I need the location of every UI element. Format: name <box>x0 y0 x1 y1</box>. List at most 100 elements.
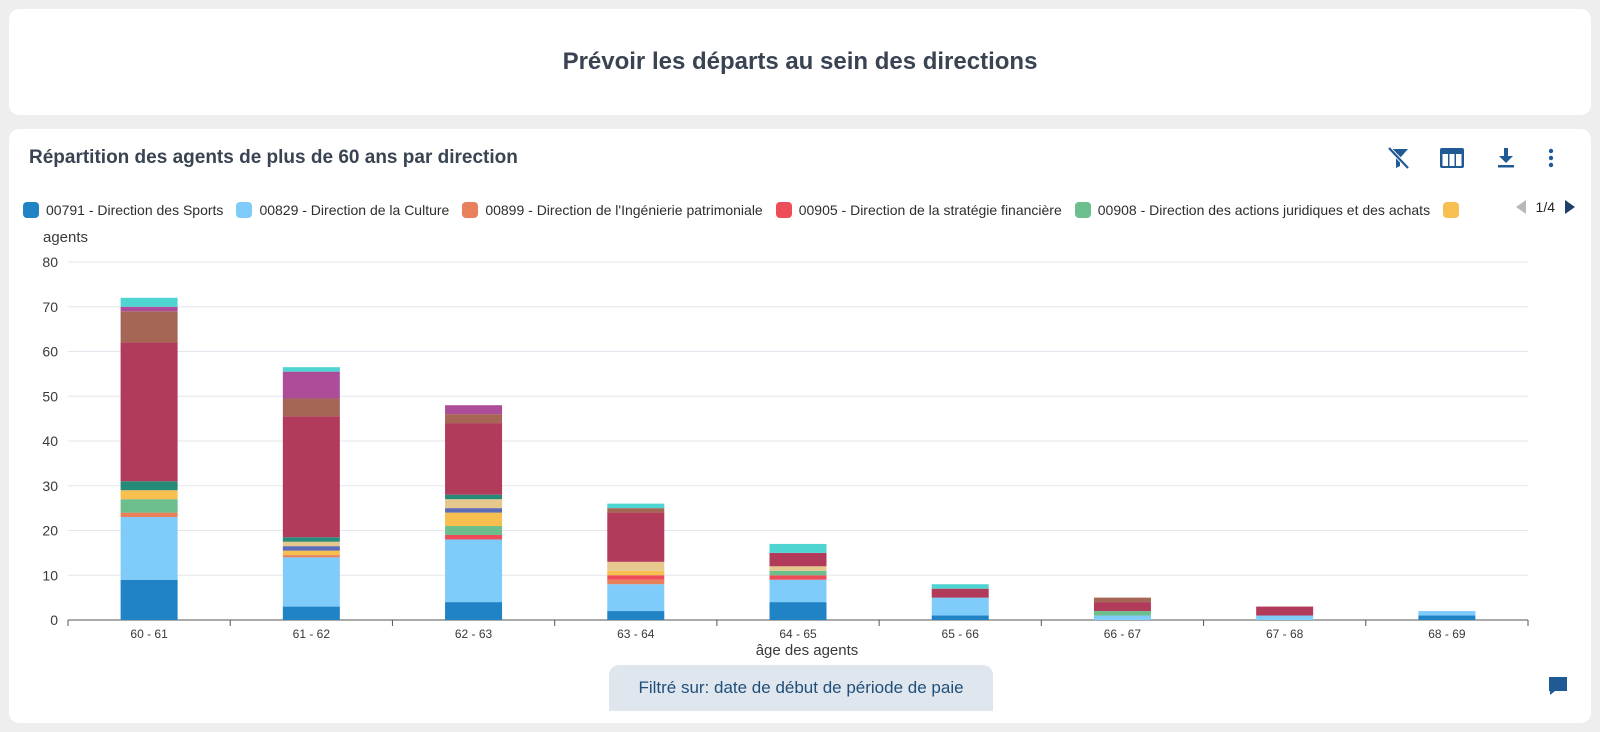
x-tick-label: 63 - 64 <box>617 627 655 641</box>
bar-segment <box>769 570 827 576</box>
page-title: Prévoir les départs au sein des directio… <box>562 48 1038 75</box>
legend-pagination: 1/4 <box>1514 198 1577 216</box>
bar-segment <box>607 561 665 571</box>
legend-next-button[interactable] <box>1563 198 1577 216</box>
bar-segment <box>607 575 665 580</box>
bar-segment <box>1093 602 1151 612</box>
more-options-icon <box>1548 148 1554 168</box>
more-options-button[interactable] <box>1533 143 1569 173</box>
bar-segment <box>282 416 340 538</box>
chart-title: Répartition des agents de plus de 60 ans… <box>29 147 518 168</box>
bar-segment <box>120 297 178 307</box>
legend-prev-button[interactable] <box>1514 198 1528 216</box>
bar-segment <box>607 584 665 612</box>
bar-chart: 0 10 20 30 40 50 60 70 80 agents 60 - 61 61 - 62 62 … <box>42 229 1529 659</box>
legend-label: 00829 - Direction de la Culture <box>259 202 450 218</box>
bar-segment <box>120 499 178 513</box>
bar-segment <box>607 508 665 513</box>
x-tick-label: 60 - 61 <box>130 627 168 641</box>
bar-segment <box>445 494 503 500</box>
bar-segment <box>607 611 665 620</box>
bar-segment <box>445 602 503 620</box>
legend-label: 00908 - Direction des actions juridiques… <box>1097 202 1431 218</box>
legend-swatch <box>1443 202 1460 218</box>
table-view-icon <box>1440 148 1464 168</box>
bar-segment <box>445 414 503 424</box>
bar-segment <box>1256 606 1314 616</box>
x-tick-label: 61 - 62 <box>293 627 331 641</box>
bar-segment <box>120 311 178 343</box>
legend-item[interactable]: 00908 - Direction des actions juridiques… <box>1074 200 1431 220</box>
bar-segment <box>120 512 178 518</box>
filter-badge[interactable]: Filtré sur: date de début de période de … <box>609 665 993 711</box>
legend-item[interactable]: 00829 - Direction de la Culture <box>236 200 449 220</box>
bar-segment <box>445 423 503 495</box>
bar-segment <box>282 557 340 607</box>
download-button[interactable] <box>1479 143 1533 173</box>
bar-segment <box>769 566 827 571</box>
x-tick-label: 67 - 68 <box>1266 627 1304 641</box>
clear-filter-icon <box>1387 146 1410 170</box>
x-tick-label: 62 - 63 <box>455 627 493 641</box>
page-header: Prévoir les départs au sein des directio… <box>9 9 1591 115</box>
legend-item[interactable]: 00905 - Direction de la stratégie financ… <box>775 200 1062 220</box>
bar-segment <box>120 490 178 500</box>
bar-segment <box>931 615 989 620</box>
legend-page-indicator: 1/4 <box>1535 199 1555 215</box>
y-tick-label: 70 <box>42 299 58 315</box>
y-tick-label: 10 <box>42 567 58 583</box>
bar-segment <box>120 517 178 580</box>
legend-swatch <box>462 202 479 218</box>
legend-swatch <box>23 202 39 218</box>
x-axis-label: âge des agents <box>756 642 859 659</box>
y-tick-label: 50 <box>42 388 58 404</box>
comment-button[interactable] <box>1547 675 1569 697</box>
bar-segment <box>1256 615 1314 620</box>
bar-segment <box>445 508 503 513</box>
download-icon <box>1498 148 1514 168</box>
legend-swatch <box>1074 202 1091 218</box>
y-tick-label: 20 <box>42 523 58 539</box>
bar-segment <box>931 584 989 589</box>
bar-segment <box>120 481 178 491</box>
y-tick-label: 30 <box>42 478 58 494</box>
x-tick-label: 64 - 65 <box>779 627 817 641</box>
bar-segment <box>769 575 827 580</box>
bar-segment <box>282 537 340 542</box>
bar-segment <box>1093 597 1151 603</box>
chart-legend: 00791 - Direction des Sports 00829 - Dire… <box>23 200 1513 220</box>
bar-segment <box>282 555 340 558</box>
clear-filter-button[interactable] <box>1371 143 1425 173</box>
bar-segment <box>282 541 340 547</box>
x-tick-label: 68 - 69 <box>1428 627 1466 641</box>
x-tick-label: 66 - 67 <box>1104 627 1142 641</box>
chart-card: 0 10 20 30 40 50 60 70 80 agents 60 - 61 61 - 62 62 … <box>9 129 1591 723</box>
legend-item[interactable]: 00791 - Direction des Sports <box>23 200 223 220</box>
bar-segment <box>282 367 340 372</box>
x-tick-label: 65 - 66 <box>942 627 980 641</box>
bar-segment <box>1093 615 1151 620</box>
bar-segment <box>120 306 178 312</box>
bar-segment <box>120 342 178 482</box>
bar-segment <box>607 570 665 576</box>
bar-segment <box>1093 611 1151 616</box>
bar-segment <box>445 405 503 415</box>
chart-toolbar <box>1371 143 1569 173</box>
legend-label: 00899 - Direction de l'Ingénierie patrim… <box>485 202 763 218</box>
bar-segment <box>931 597 989 616</box>
bar-segment <box>282 606 340 620</box>
bar-segment <box>282 550 340 556</box>
y-tick-label: 40 <box>42 433 58 449</box>
bar-segment <box>282 371 340 399</box>
legend-item[interactable] <box>1443 200 1466 220</box>
bar-segment <box>282 546 340 551</box>
bar-segment <box>769 579 827 603</box>
table-view-button[interactable] <box>1425 143 1479 173</box>
legend-item[interactable]: 00899 - Direction de l'Ingénierie patrim… <box>462 200 763 220</box>
y-axis-label: agents <box>43 229 88 246</box>
bar-segment <box>1418 615 1476 620</box>
bar-segment <box>445 534 503 540</box>
bar-segment <box>931 588 989 598</box>
bar-segment <box>607 512 665 562</box>
legend-label: 00905 - Direction de la stratégie financ… <box>798 202 1062 218</box>
